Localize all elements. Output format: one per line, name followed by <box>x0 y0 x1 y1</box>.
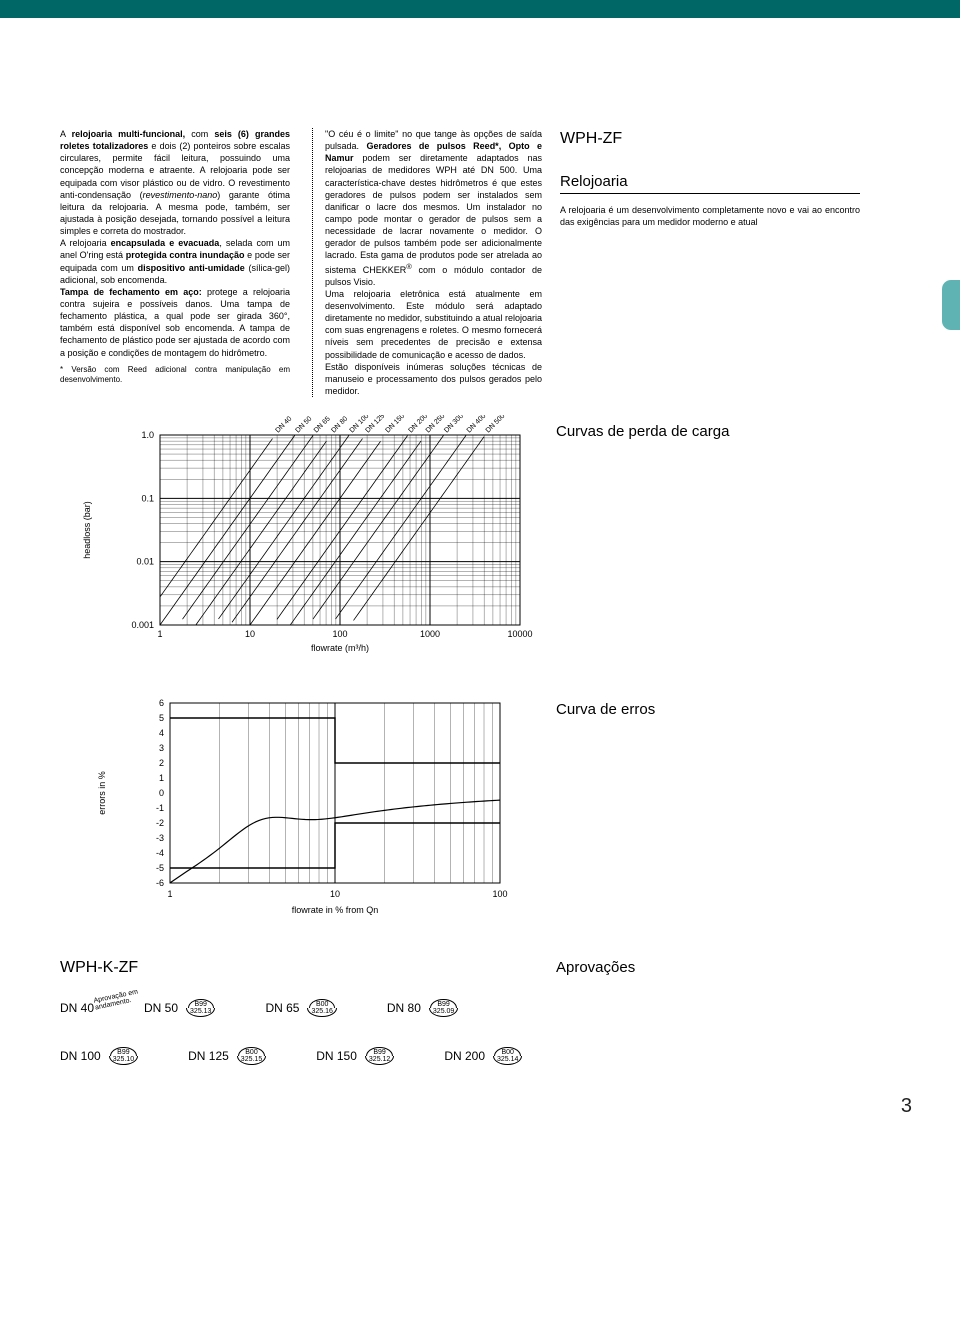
headloss-chart: headloss (bar) 1 10 100 1000 10000 0.001 0.01 0.… <box>60 415 538 675</box>
column-3: WPH-ZF Relojoaria A relojoaria é um dese… <box>560 128 860 397</box>
dn-label: DN 80 <box>387 1001 421 1015</box>
svg-text:6: 6 <box>159 698 164 708</box>
headloss-section: headloss (bar) 1 10 100 1000 10000 0.001 0.01 0.… <box>60 415 920 675</box>
svg-text:100: 100 <box>332 629 347 639</box>
dn-label: DN 65 <box>265 1001 299 1015</box>
approval-oval: B99325.12 <box>365 1047 394 1065</box>
approval-oval: B00325.16 <box>307 999 336 1017</box>
approval-item: DN 200 B00325.14 <box>444 1047 522 1065</box>
heading-aprovacoes: Aprovações <box>556 959 856 976</box>
headloss-svg: headloss (bar) 1 10 100 1000 10000 0.001 0.01 0.… <box>60 415 538 675</box>
approval-oval: B99325.10 <box>109 1047 138 1065</box>
pending-badge: Aprovação emandamento. <box>93 989 140 1012</box>
top-bar <box>0 0 960 18</box>
approval-item: DN 125 B00325.15 <box>188 1047 266 1065</box>
heading-curvas: Curvas de perda de carga <box>556 423 856 440</box>
approvals-section: WPH-K-ZF DN 40Aprovação emandamento.DN 5… <box>60 959 920 1065</box>
svg-text:DN 300: DN 300 <box>443 415 465 434</box>
svg-text:1: 1 <box>167 889 172 899</box>
svg-text:-1: -1 <box>156 803 164 813</box>
svg-text:2: 2 <box>159 758 164 768</box>
svg-text:DN 65: DN 65 <box>313 415 332 434</box>
errors-svg: errors in %6543210-1-2-3-4-5-6110100flow… <box>60 693 538 923</box>
svg-text:DN 150: DN 150 <box>384 415 406 434</box>
svg-text:flowrate (m³/h): flowrate (m³/h) <box>311 643 369 653</box>
svg-text:4: 4 <box>159 728 164 738</box>
headloss-heading: Curvas de perda de carga <box>556 415 856 450</box>
approval-item: DN 150 B99325.12 <box>316 1047 394 1065</box>
svg-text:1: 1 <box>159 773 164 783</box>
errors-heading: Curva de erros <box>556 693 856 728</box>
column-1: A relojoaria multi-funcional, com seis (… <box>60 128 290 397</box>
dn-label: DN 150 <box>316 1049 357 1063</box>
errors-chart: errors in %6543210-1-2-3-4-5-6110100flow… <box>60 693 538 923</box>
svg-text:-2: -2 <box>156 818 164 828</box>
errors-section: errors in %6543210-1-2-3-4-5-6110100flow… <box>60 693 920 923</box>
svg-text:100: 100 <box>492 889 507 899</box>
svg-text:DN 400: DN 400 <box>466 415 488 434</box>
svg-text:-4: -4 <box>156 848 164 858</box>
svg-text:1.0: 1.0 <box>141 430 154 440</box>
svg-text:3: 3 <box>159 743 164 753</box>
approvals-left: WPH-K-ZF DN 40Aprovação emandamento.DN 5… <box>60 959 538 1065</box>
approval-item: DN 65 B00325.16 <box>265 999 336 1017</box>
column-2: "O céu é o limite" no que tange às opçõe… <box>312 128 542 397</box>
approval-item: DN 50 B99325.13 <box>144 999 215 1017</box>
svg-text:flowrate in % from Qn: flowrate in % from Qn <box>292 905 379 915</box>
svg-text:0.01: 0.01 <box>136 557 154 567</box>
dn-label: DN 125 <box>188 1049 229 1063</box>
svg-text:0.1: 0.1 <box>141 493 154 503</box>
col3-body: A relojoaria é um desenvolvimento comple… <box>560 204 860 228</box>
col1-footnote: * Versão com Reed adicional contra manip… <box>60 365 290 387</box>
product-title-2: WPH-K-ZF <box>60 959 538 977</box>
svg-text:1000: 1000 <box>420 629 440 639</box>
approval-item: DN 40Aprovação emandamento. <box>60 999 94 1017</box>
svg-text:DN 40: DN 40 <box>274 415 293 434</box>
page-number: 3 <box>60 1095 920 1118</box>
text-columns: A relojoaria multi-funcional, com seis (… <box>60 128 920 397</box>
svg-text:0: 0 <box>159 788 164 798</box>
approval-item: DN 80 B99325.09 <box>387 999 458 1017</box>
svg-text:-3: -3 <box>156 833 164 843</box>
approvals-right: Aprovações <box>556 959 856 1065</box>
svg-text:DN 50: DN 50 <box>294 415 313 434</box>
svg-text:5: 5 <box>159 713 164 723</box>
svg-text:headloss (bar): headloss (bar) <box>82 501 92 559</box>
approval-oval: B00325.14 <box>493 1047 522 1065</box>
dn-label: DN 40 <box>60 1001 94 1015</box>
approval-grid: DN 40Aprovação emandamento. DN 50 B99325.1… <box>60 999 538 1065</box>
col1-body: A relojoaria multi-funcional, com seis (… <box>60 128 290 359</box>
approval-oval: B99325.13 <box>186 999 215 1017</box>
svg-text:10000: 10000 <box>507 629 532 639</box>
svg-text:10: 10 <box>245 629 255 639</box>
dn-label: DN 100 <box>60 1049 101 1063</box>
approval-oval: B00325.15 <box>237 1047 266 1065</box>
dn-label: DN 200 <box>444 1049 485 1063</box>
svg-text:-5: -5 <box>156 863 164 873</box>
svg-text:0.001: 0.001 <box>131 620 154 630</box>
page-content: A relojoaria multi-funcional, com seis (… <box>0 18 960 1158</box>
svg-text:1: 1 <box>157 629 162 639</box>
svg-text:10: 10 <box>330 889 340 899</box>
svg-text:DN 80: DN 80 <box>330 415 349 434</box>
svg-text:DN 500: DN 500 <box>485 415 507 434</box>
dn-label: DN 50 <box>144 1001 178 1015</box>
approval-oval: B99325.09 <box>429 999 458 1017</box>
approval-item: DN 100 B99325.10 <box>60 1047 138 1065</box>
heading-relojoaria: Relojoaria <box>560 172 860 194</box>
svg-text:-6: -6 <box>156 878 164 888</box>
svg-text:errors in %: errors in % <box>97 771 107 815</box>
heading-erros: Curva de erros <box>556 701 856 718</box>
product-title: WPH-ZF <box>560 128 860 150</box>
